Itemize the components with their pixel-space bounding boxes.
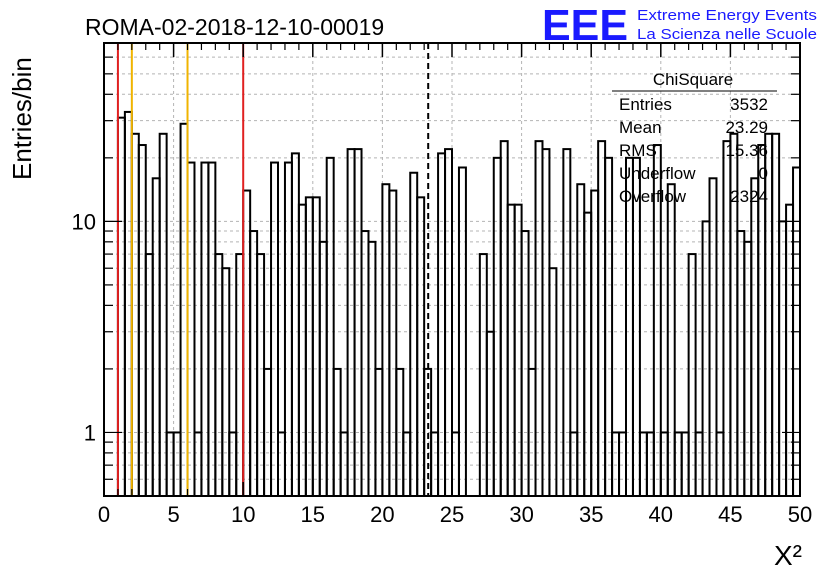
x-tick-label: 25 (440, 502, 464, 527)
stats-value-underflow: 0 (759, 164, 768, 183)
eee-logo: EEE Extreme Energy Events La Scienza nel… (542, 1, 817, 50)
histogram-bin (297, 203, 307, 497)
histogram-bin (506, 203, 516, 497)
histogram-bin (590, 189, 600, 497)
stats-label-underflow: Underflow (619, 164, 696, 183)
x-tick-label: 10 (231, 502, 255, 527)
histogram-bin (785, 203, 795, 497)
histogram-bin (534, 140, 544, 497)
histogram-bin (604, 156, 614, 497)
y-tick-label: 1 (84, 420, 96, 445)
histogram-bin (513, 203, 523, 497)
histogram-bin (541, 148, 551, 497)
histogram-bin (249, 230, 259, 497)
histogram-bin (437, 152, 447, 497)
histogram-bin (478, 253, 488, 497)
histogram-bin (750, 177, 760, 498)
histogram-bin (207, 161, 217, 497)
histogram-bin (708, 177, 718, 498)
histogram-bin (631, 156, 641, 497)
histogram-bin (179, 122, 189, 498)
x-tick-label: 20 (370, 502, 394, 527)
y-axis-label: Entries/bin (7, 57, 37, 180)
histogram-bin (583, 211, 593, 497)
histogram-bin (548, 267, 558, 498)
histogram-bin (256, 253, 266, 497)
histogram-bin (144, 253, 154, 497)
stats-value-rms: 15.36 (725, 141, 768, 160)
histogram-bin (221, 267, 231, 498)
histogram-bin (360, 230, 370, 497)
histogram-bin (499, 140, 509, 497)
x-tick-label: 35 (579, 502, 603, 527)
histogram-bin (242, 189, 252, 497)
stats-label-mean: Mean (619, 118, 662, 137)
x-axis-label: X² (774, 540, 802, 571)
histogram-bin (353, 148, 363, 497)
histogram-bin (736, 230, 746, 497)
histogram-bin (520, 230, 530, 497)
run-title: ROMA-02-2018-12-10-00019 (85, 14, 384, 40)
histogram-bin (687, 253, 697, 497)
stats-value-entries: 3532 (730, 95, 768, 114)
stats-label-rms: RMS (619, 141, 657, 160)
histogram-bin (325, 156, 335, 497)
stats-label-overflow: Overflow (619, 187, 687, 206)
histogram-bin (137, 144, 147, 497)
histogram-bin (290, 152, 300, 497)
x-tick-label: 45 (718, 502, 742, 527)
stats-value-overflow: 2324 (730, 187, 768, 206)
x-tick-label: 40 (649, 502, 673, 527)
x-tick-label: 15 (301, 502, 325, 527)
logo-line-1: Extreme Energy Events (637, 7, 817, 24)
y-tick-label: 10 (72, 209, 96, 234)
logo-line-2: La Scienza nelle Scuole (637, 26, 817, 43)
x-tick-label: 0 (98, 502, 110, 527)
x-tick-label: 50 (788, 502, 812, 527)
histogram-bin (151, 177, 161, 498)
logo-mark: EEE (542, 1, 628, 50)
stats-label-entries: Entries (619, 95, 672, 114)
histogram-bin (597, 140, 607, 497)
stats-box: ChiSquare Entries 3532 Mean 23.29 RMS 15… (612, 70, 777, 206)
histogram-bin (235, 253, 245, 497)
histogram-bin (562, 148, 572, 497)
histogram-bin (270, 161, 280, 497)
histogram-bin (701, 220, 711, 497)
histogram-bin (200, 161, 210, 497)
x-tick-label: 5 (167, 502, 179, 527)
histogram-bin (444, 148, 454, 497)
histogram-bin (625, 156, 634, 497)
x-tick-label: 30 (509, 502, 533, 527)
stats-title: ChiSquare (653, 70, 733, 89)
histogram-bin (214, 253, 224, 497)
histogram-bin (186, 161, 196, 497)
histogram-bin (492, 156, 502, 497)
histogram-bin (388, 189, 398, 497)
histogram-bin (283, 161, 293, 497)
histogram-bin (485, 330, 495, 497)
axis-ticks: 0 5 10 15 20 25 30 35 40 45 50 1 10 (72, 42, 812, 527)
stats-value-mean: 23.29 (725, 118, 768, 137)
histogram-bin (778, 220, 788, 497)
reference-lines (116, 43, 430, 496)
histogram-series (116, 110, 801, 498)
histogram-bin (346, 148, 356, 497)
histogram-bin (123, 110, 133, 497)
histogram-bin (116, 116, 126, 497)
